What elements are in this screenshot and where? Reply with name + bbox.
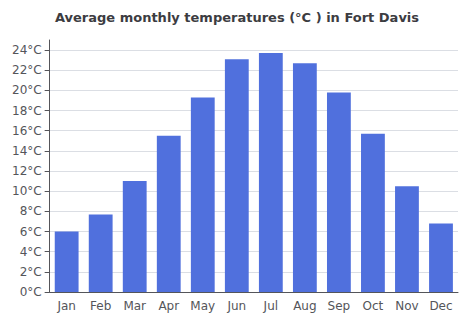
- svg-text:12°C: 12°C: [12, 164, 42, 178]
- svg-text:8°C: 8°C: [20, 204, 42, 218]
- svg-text:Nov: Nov: [395, 299, 418, 313]
- svg-text:18°C: 18°C: [12, 104, 42, 118]
- svg-text:Jun: Jun: [226, 299, 246, 313]
- svg-text:14°C: 14°C: [12, 144, 42, 158]
- svg-text:Dec: Dec: [429, 299, 452, 313]
- svg-text:Apr: Apr: [158, 299, 179, 313]
- svg-text:10°C: 10°C: [12, 184, 42, 198]
- svg-text:Sep: Sep: [328, 299, 351, 313]
- svg-text:Average monthly temperatures (: Average monthly temperatures (°C ) in Fo…: [55, 10, 419, 25]
- svg-text:0°C: 0°C: [20, 285, 42, 299]
- svg-text:Aug: Aug: [293, 299, 316, 313]
- svg-text:16°C: 16°C: [12, 124, 42, 138]
- svg-text:Feb: Feb: [90, 299, 111, 313]
- svg-text:24°C: 24°C: [12, 43, 42, 57]
- svg-text:6°C: 6°C: [20, 225, 42, 239]
- svg-text:Mar: Mar: [123, 299, 146, 313]
- svg-text:Jan: Jan: [56, 299, 76, 313]
- svg-text:20°C: 20°C: [12, 83, 42, 97]
- svg-text:22°C: 22°C: [12, 63, 42, 77]
- svg-text:4°C: 4°C: [20, 245, 42, 259]
- svg-text:2°C: 2°C: [20, 265, 42, 279]
- svg-text:May: May: [190, 299, 215, 313]
- svg-text:Jul: Jul: [263, 299, 278, 313]
- svg-text:Oct: Oct: [363, 299, 384, 313]
